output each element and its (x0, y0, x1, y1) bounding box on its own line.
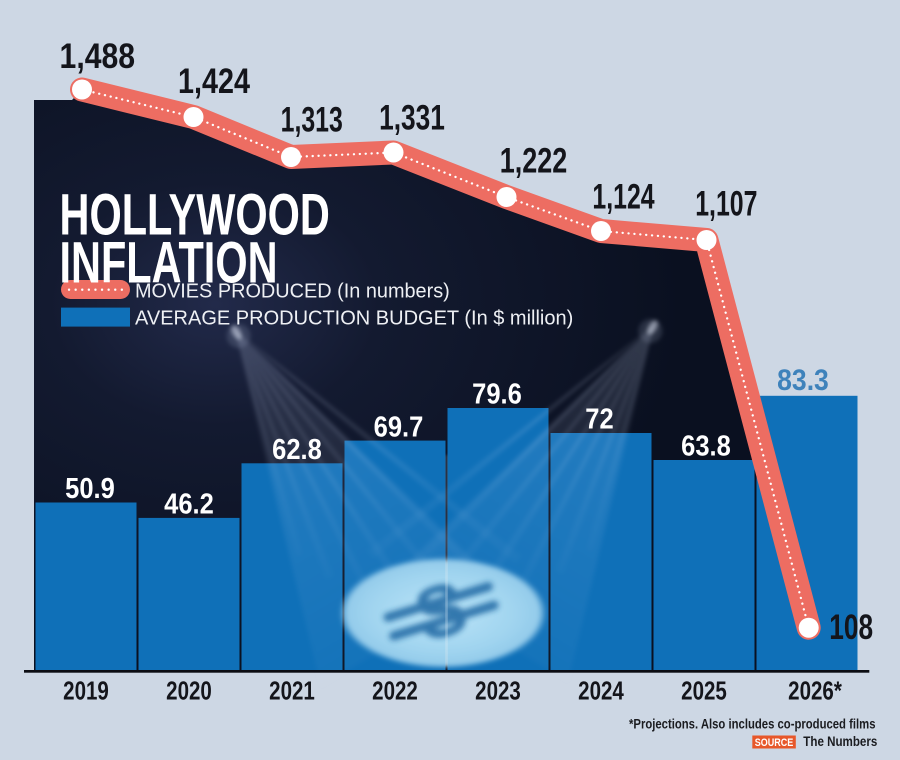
svg-text:2019: 2019 (63, 676, 109, 705)
svg-text:72: 72 (585, 402, 613, 435)
svg-text:1,222: 1,222 (500, 140, 567, 181)
svg-text:MOVIES PRODUCED (In numbers): MOVIES PRODUCED (In numbers) (135, 280, 450, 302)
svg-text:2021: 2021 (269, 676, 315, 705)
svg-text:62.8: 62.8 (272, 432, 322, 465)
svg-text:1,124: 1,124 (592, 177, 654, 216)
svg-text:69.7: 69.7 (374, 410, 424, 443)
svg-text:2026*: 2026* (788, 676, 842, 705)
svg-text:The Numbers: The Numbers (803, 733, 877, 749)
svg-text:63.8: 63.8 (681, 429, 731, 462)
svg-text:1,313: 1,313 (281, 100, 343, 139)
svg-text:1,331: 1,331 (379, 98, 445, 138)
svg-text:108: 108 (829, 607, 873, 647)
svg-text:2024: 2024 (578, 676, 624, 705)
svg-text:1,424: 1,424 (178, 61, 250, 101)
svg-text:*Projections. Also includes co: *Projections. Also includes co-produced … (629, 717, 876, 732)
svg-text:50.9: 50.9 (65, 472, 115, 505)
svg-text:46.2: 46.2 (164, 487, 214, 520)
svg-text:83.3: 83.3 (777, 364, 829, 397)
svg-text:2022: 2022 (372, 676, 418, 705)
svg-text:1,107: 1,107 (695, 184, 757, 223)
svg-text:2023: 2023 (475, 676, 521, 705)
svg-text:INFLATION: INFLATION (60, 230, 278, 296)
svg-text:2025: 2025 (681, 676, 727, 705)
svg-text:AVERAGE PRODUCTION BUDGET (In: AVERAGE PRODUCTION BUDGET (In $ million) (135, 307, 573, 329)
svg-text:79.6: 79.6 (472, 377, 522, 410)
svg-text:1,488: 1,488 (60, 36, 136, 76)
svg-text:SOURCE: SOURCE (755, 737, 794, 749)
svg-text:HOLLYWOOD: HOLLYWOOD (60, 182, 330, 248)
svg-text:2020: 2020 (166, 676, 212, 705)
